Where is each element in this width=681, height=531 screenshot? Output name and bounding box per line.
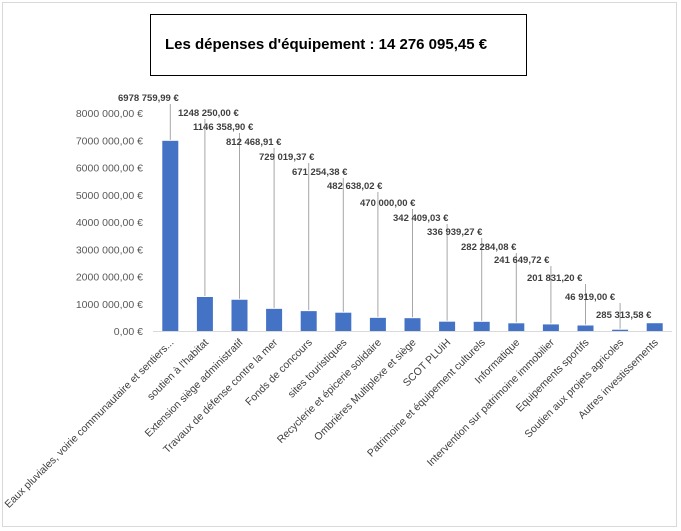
data-label: 241 649,72 €: [494, 255, 550, 266]
title-box: Les dépenses d'équipement : 14 276 095,4…: [150, 14, 527, 76]
leader-lines-group: [169, 104, 621, 329]
bar: [404, 318, 421, 331]
data-label: 1146 358,90 €: [193, 122, 254, 133]
y-tick-label: 0,00 €: [114, 326, 143, 338]
data-label: 46 919,00 €: [565, 292, 616, 303]
data-label: 482 638,02 €: [327, 181, 383, 192]
data-label: 1248 250,00 €: [178, 108, 239, 119]
bar: [231, 299, 248, 331]
category-label: sites touristiques: [286, 337, 350, 401]
bars-group: [162, 140, 663, 331]
bar: [508, 323, 525, 331]
bar: [335, 312, 352, 331]
y-axis: 0,00 € 1000 000,00 € 2000 000,00 € 3000 000…: [76, 108, 143, 338]
chart-frame: [2, 2, 677, 527]
bar: [369, 317, 386, 331]
bar: [612, 329, 629, 331]
bar: [196, 296, 213, 331]
bar: [266, 308, 283, 331]
data-label: 342 409,03 €: [393, 213, 449, 224]
data-label: 336 939,27 €: [427, 227, 483, 238]
data-label: 470 000,00 €: [360, 198, 416, 209]
chart-title: Les dépenses d'équipement : 14 276 095,4…: [165, 36, 488, 53]
category-label: soutien à l'habitat: [145, 337, 211, 403]
data-label: 282 284,08 €: [461, 242, 517, 253]
y-tick-label: 8000 000,00 €: [76, 108, 143, 120]
bar: [473, 321, 490, 331]
y-tick-label: 3000 000,00 €: [76, 244, 143, 256]
bar: [577, 325, 594, 331]
bar: [542, 324, 559, 331]
y-tick-label: 7000 000,00 €: [76, 135, 143, 147]
category-labels-group: Eaux pluviales, voirie communautaire et …: [2, 336, 660, 510]
category-label: Intervention sur patrimoine immobilier: [425, 336, 558, 469]
y-tick-label: 4000 000,00 €: [76, 217, 143, 229]
y-tick-label: 6000 000,00 €: [76, 163, 143, 175]
data-label: 285 313,58 €: [596, 310, 652, 321]
bar: [646, 323, 663, 331]
data-label: 201 831,20 €: [527, 273, 583, 284]
bar: [162, 140, 179, 331]
bar: [439, 321, 456, 331]
y-tick-label: 2000 000,00 €: [76, 272, 143, 284]
y-tick-label: 1000 000,00 €: [76, 299, 143, 311]
y-tick-label: 5000 000,00 €: [76, 190, 143, 202]
data-label: 812 468,91 €: [226, 137, 282, 148]
bar: [300, 311, 317, 331]
data-label: 729 019,37 €: [259, 152, 315, 163]
data-labels-group: 6978 759,99 € 1248 250,00 € 1146 358,90 € 8…: [118, 93, 652, 321]
data-label: 671 254,38 €: [292, 167, 348, 178]
data-label: 6978 759,99 €: [118, 93, 179, 104]
